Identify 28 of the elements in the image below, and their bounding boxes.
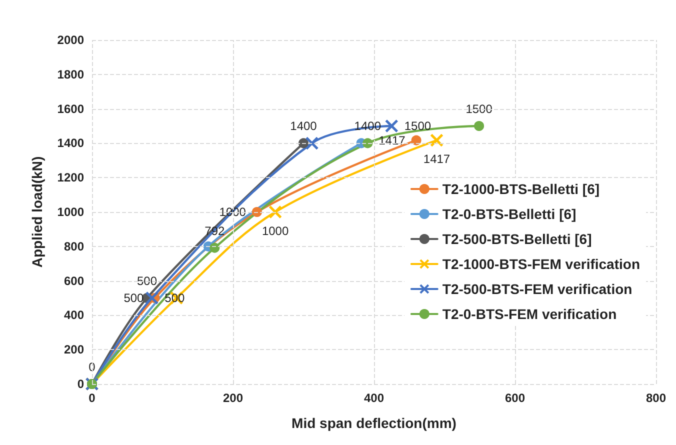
y-tick-label: 600 [64,274,84,288]
x-tick-label: 800 [646,391,666,405]
x-tick-label: 600 [504,391,526,405]
y-tick-label: 200 [64,342,84,357]
data-label: 1500 [404,119,432,133]
x-tick-label: 400 [364,391,384,405]
legend-label: T2-0-BTS-Belletti [6] [442,206,576,222]
y-tick-label: 1200 [57,170,84,185]
data-label: 1000 [262,224,289,238]
legend-label: T2-1000-BTS-Belletti [6] [442,181,600,197]
y-axis-title: Applied load(kN) [29,156,45,268]
y-tick-label: 800 [64,239,84,254]
y-tick-label: 1400 [57,136,84,150]
y-tick-label: 2000 [57,33,84,47]
legend-label: T2-1000-BTS-FEM verification [442,256,640,272]
legend-label: T2-500-BTS-FEM verification [442,281,632,297]
y-tick-label: 0 [77,377,84,391]
y-tick-label: 1000 [57,205,84,219]
legend-label: T2-500-BTS-Belletti [6] [442,231,592,247]
y-tick-label: 400 [64,308,84,322]
y-tick-label: 1800 [57,67,84,82]
data-label: 1400 [290,119,318,134]
x-tick-label: 0 [88,391,96,405]
y-tick-label: 1600 [57,102,84,116]
data-label: 1417 [423,152,450,166]
legend-label: T2-0-BTS-FEM verification [442,306,617,322]
x-axis-title: Mid span deflection(mm) [292,415,456,431]
x-tick-label: 200 [222,391,244,405]
